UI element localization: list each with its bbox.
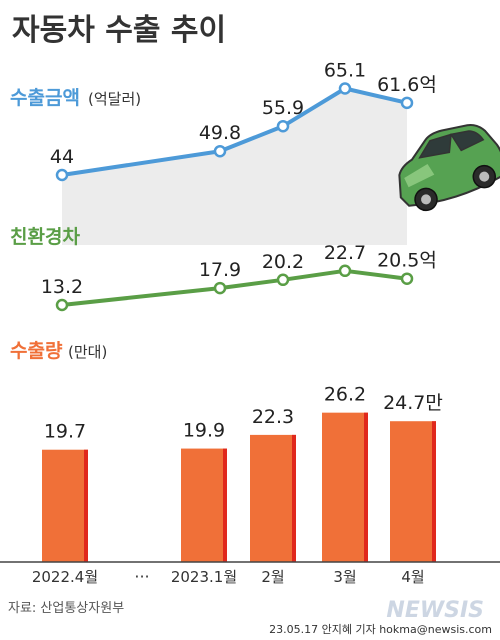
bar	[42, 449, 88, 562]
x-axis-labels: 2022.4월 2023.1월 2월 3월 4월	[32, 568, 425, 586]
export-value-area	[62, 88, 407, 246]
eco-legend-label: 친환경차	[10, 226, 80, 248]
chart-title: 자동차 수출 추이	[12, 13, 226, 48]
export-value-point	[213, 144, 227, 158]
footer: 자료: 산업통상자원부 NEWSIS 23.05.17 안지혜 기자 hokma…	[8, 598, 492, 636]
export-volume-legend-label: 수출량	[10, 340, 63, 362]
eco-point	[213, 281, 227, 295]
bar-shadow	[292, 434, 296, 562]
x-tick-label: 2022.4월	[32, 568, 98, 586]
x-tick-label: 4월	[401, 568, 424, 586]
bar-shadow	[364, 412, 368, 562]
eco-point	[55, 298, 69, 312]
export-value-point	[55, 168, 69, 182]
export-volume-legend-unit: (만대)	[68, 343, 107, 361]
bar	[322, 412, 368, 562]
eco-value-label: 20.2	[262, 251, 304, 273]
bar-shadow	[84, 449, 88, 562]
export-value-series: 44 49.8 55.9 65.1 61.6억	[50, 59, 437, 182]
source-text: 자료: 산업통상자원부	[8, 601, 124, 616]
eco-point	[276, 273, 290, 287]
x-tick-label: 3월	[333, 568, 356, 586]
bar-value-label: 26.2	[324, 384, 366, 406]
bar-value-label: 19.7	[44, 421, 86, 443]
eco-value-label: 13.2	[41, 276, 83, 298]
bar-value-label: 24.7만	[383, 392, 443, 414]
x-tick-label: 2023.1월	[171, 568, 237, 586]
eco-value-label: 17.9	[199, 259, 241, 281]
bar-value-label: 19.9	[183, 420, 225, 442]
eco-car-chart: 친환경차 13.2 17.9 20.2 22.7 20.5억	[10, 226, 437, 312]
export-value-point	[400, 96, 414, 110]
export-value-point	[338, 82, 352, 95]
axis-break: ···	[134, 567, 149, 586]
eco-point	[338, 264, 352, 278]
export-value-value-label: 61.6억	[377, 74, 437, 96]
eco-value-label: 22.7	[324, 242, 366, 264]
export-volume-chart: 수출량 (만대) 19.7 19.922.326.2 24.7만 2022.4월 20…	[0, 340, 500, 586]
car-icon	[398, 123, 500, 212]
export-value-value-label: 44	[50, 146, 74, 168]
credit-text: 23.05.17 안지혜 기자 hokma@newsis.com	[269, 623, 492, 636]
eco-value-label: 20.5억	[377, 250, 437, 272]
export-value-point	[276, 119, 290, 133]
eco-point	[400, 272, 414, 285]
export-value-legend-label: 수출금액	[10, 87, 80, 109]
bar	[250, 434, 296, 562]
export-value-chart: 수출금액 (억달러) 44 49.8 55.9 65.1 61.6억	[10, 59, 437, 246]
export-value-value-label: 65.1	[324, 59, 366, 81]
export-volume-series: 19.7 19.9 22.3 26.2 24.7만	[42, 384, 443, 562]
bar-value-label: 22.3	[252, 406, 294, 428]
newsis-watermark: NEWSIS	[386, 598, 484, 623]
x-tick-label: 2월	[261, 568, 284, 586]
export-value-value-label: 55.9	[262, 97, 304, 119]
bar-shadow	[432, 421, 436, 562]
export-value-legend-unit: (억달러)	[88, 90, 141, 108]
bar	[390, 421, 436, 562]
export-value-value-label: 49.8	[199, 122, 241, 144]
bar-shadow	[223, 448, 227, 562]
eco-series: 13.2 17.9 20.2 22.7 20.5억	[41, 242, 437, 312]
bar	[181, 448, 227, 562]
